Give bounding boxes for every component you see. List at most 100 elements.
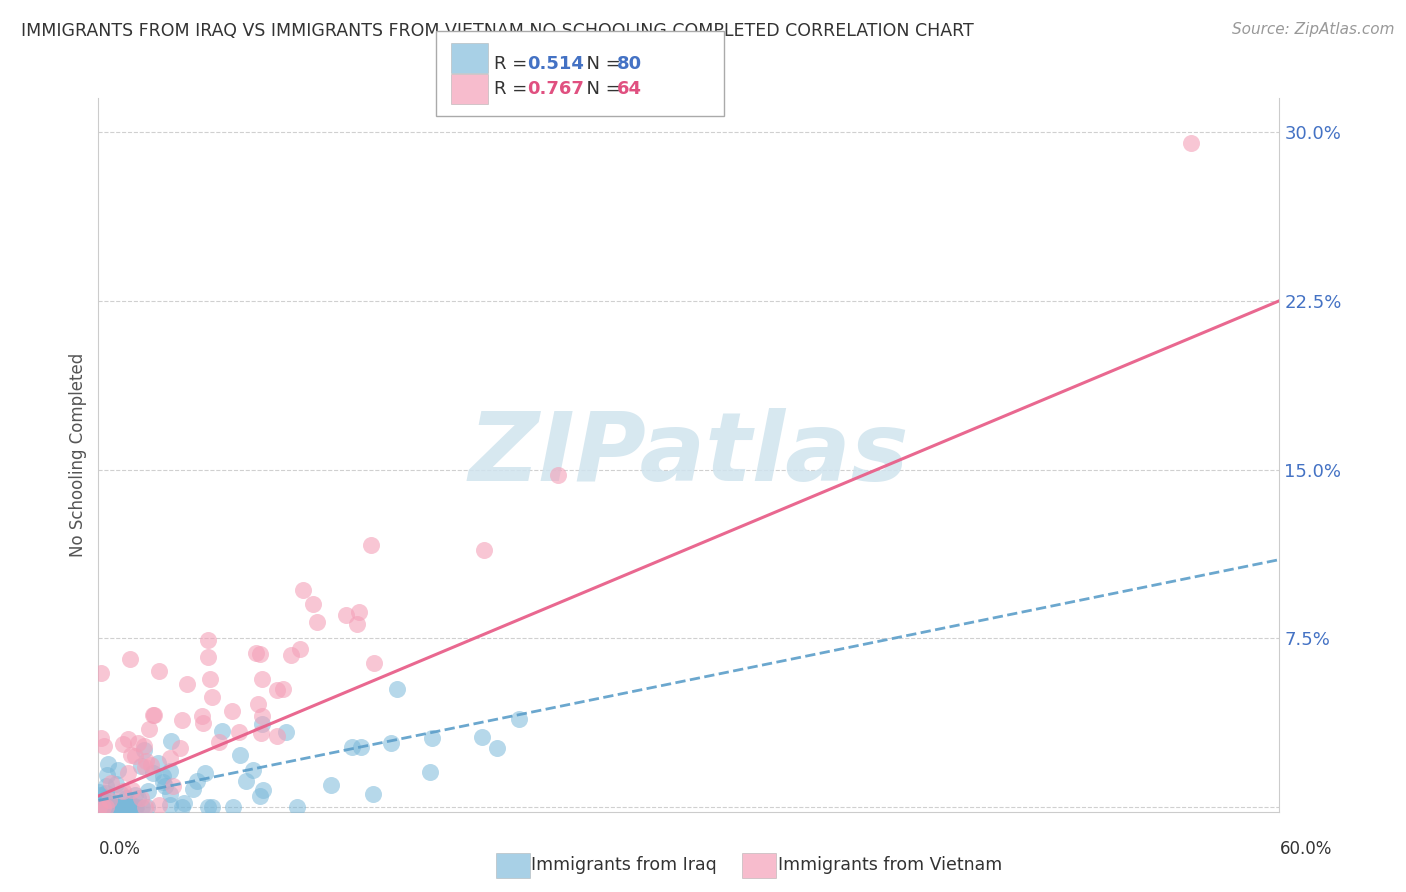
Point bbox=[89, 800, 111, 814]
Point bbox=[290, 642, 312, 657]
Point bbox=[201, 800, 224, 814]
Point bbox=[142, 765, 165, 780]
Point bbox=[229, 748, 252, 763]
Point bbox=[250, 672, 273, 686]
Point bbox=[90, 666, 112, 681]
Point bbox=[249, 725, 271, 739]
Point bbox=[363, 657, 385, 671]
Point bbox=[221, 704, 243, 718]
Point bbox=[100, 776, 122, 790]
Point bbox=[245, 646, 267, 660]
Text: Source: ZipAtlas.com: Source: ZipAtlas.com bbox=[1232, 22, 1395, 37]
Point bbox=[90, 800, 112, 814]
Point bbox=[90, 800, 112, 814]
Point bbox=[114, 800, 136, 814]
Point bbox=[471, 730, 494, 744]
Point bbox=[89, 788, 111, 802]
Point bbox=[276, 724, 298, 739]
Point bbox=[129, 759, 152, 773]
Point bbox=[148, 797, 170, 812]
Point bbox=[124, 749, 146, 764]
Text: R =: R = bbox=[494, 80, 533, 98]
Point bbox=[198, 673, 221, 687]
Point bbox=[170, 800, 193, 814]
Point bbox=[146, 756, 169, 771]
Point bbox=[176, 677, 198, 691]
Point bbox=[191, 715, 214, 730]
Point bbox=[208, 735, 231, 749]
Point bbox=[91, 800, 114, 814]
Point bbox=[197, 649, 219, 664]
Point bbox=[93, 739, 115, 754]
Point bbox=[134, 759, 156, 773]
Point bbox=[135, 800, 157, 814]
Point bbox=[129, 791, 152, 805]
Point bbox=[335, 607, 357, 622]
Point bbox=[97, 757, 120, 772]
Point bbox=[98, 793, 121, 807]
Point bbox=[305, 615, 328, 630]
Point bbox=[89, 800, 111, 814]
Point bbox=[1180, 136, 1202, 150]
Point bbox=[252, 782, 274, 797]
Point bbox=[105, 800, 128, 814]
Point bbox=[197, 800, 219, 814]
Point bbox=[87, 797, 110, 811]
Point bbox=[250, 709, 273, 723]
Point bbox=[197, 632, 219, 647]
Text: 0.514: 0.514 bbox=[527, 55, 583, 73]
Text: N =: N = bbox=[575, 55, 627, 73]
Point bbox=[159, 788, 181, 802]
Point bbox=[159, 798, 181, 813]
Text: 64: 64 bbox=[617, 80, 643, 98]
Point bbox=[249, 789, 271, 804]
Point bbox=[136, 784, 159, 798]
Point bbox=[387, 681, 409, 696]
Y-axis label: No Schooling Completed: No Schooling Completed bbox=[69, 353, 87, 557]
Point bbox=[222, 800, 245, 814]
Point bbox=[134, 743, 156, 757]
Point bbox=[472, 543, 495, 558]
Point bbox=[159, 751, 181, 765]
Point bbox=[143, 708, 166, 723]
Point bbox=[172, 714, 194, 728]
Point bbox=[118, 800, 141, 814]
Point bbox=[111, 783, 134, 797]
Point bbox=[249, 647, 271, 661]
Point bbox=[360, 538, 382, 552]
Point bbox=[112, 799, 135, 814]
Point bbox=[194, 766, 217, 780]
Point bbox=[142, 707, 165, 722]
Point bbox=[486, 740, 509, 755]
Point bbox=[118, 800, 141, 814]
Point bbox=[547, 467, 569, 482]
Point bbox=[235, 774, 257, 789]
Text: N =: N = bbox=[575, 80, 627, 98]
Point bbox=[117, 732, 139, 747]
Point bbox=[361, 787, 384, 801]
Point bbox=[153, 780, 176, 794]
Point bbox=[266, 682, 288, 697]
Point bbox=[118, 800, 141, 814]
Point bbox=[291, 582, 314, 597]
Text: Immigrants from Vietnam: Immigrants from Vietnam bbox=[778, 856, 1001, 874]
Point bbox=[211, 724, 233, 739]
Point bbox=[138, 722, 160, 736]
Point bbox=[89, 800, 111, 814]
Point bbox=[340, 739, 363, 754]
Point bbox=[419, 764, 441, 779]
Point bbox=[228, 724, 250, 739]
Point bbox=[302, 597, 325, 611]
Point bbox=[127, 791, 149, 805]
Text: 60.0%: 60.0% bbox=[1279, 840, 1331, 858]
Point bbox=[134, 800, 156, 814]
Point bbox=[280, 648, 302, 662]
Point bbox=[114, 791, 136, 805]
Point bbox=[96, 768, 118, 782]
Point bbox=[247, 697, 270, 711]
Point bbox=[186, 774, 208, 789]
Point bbox=[110, 788, 132, 802]
Point bbox=[250, 717, 273, 731]
Point bbox=[93, 794, 115, 808]
Point bbox=[120, 747, 142, 762]
